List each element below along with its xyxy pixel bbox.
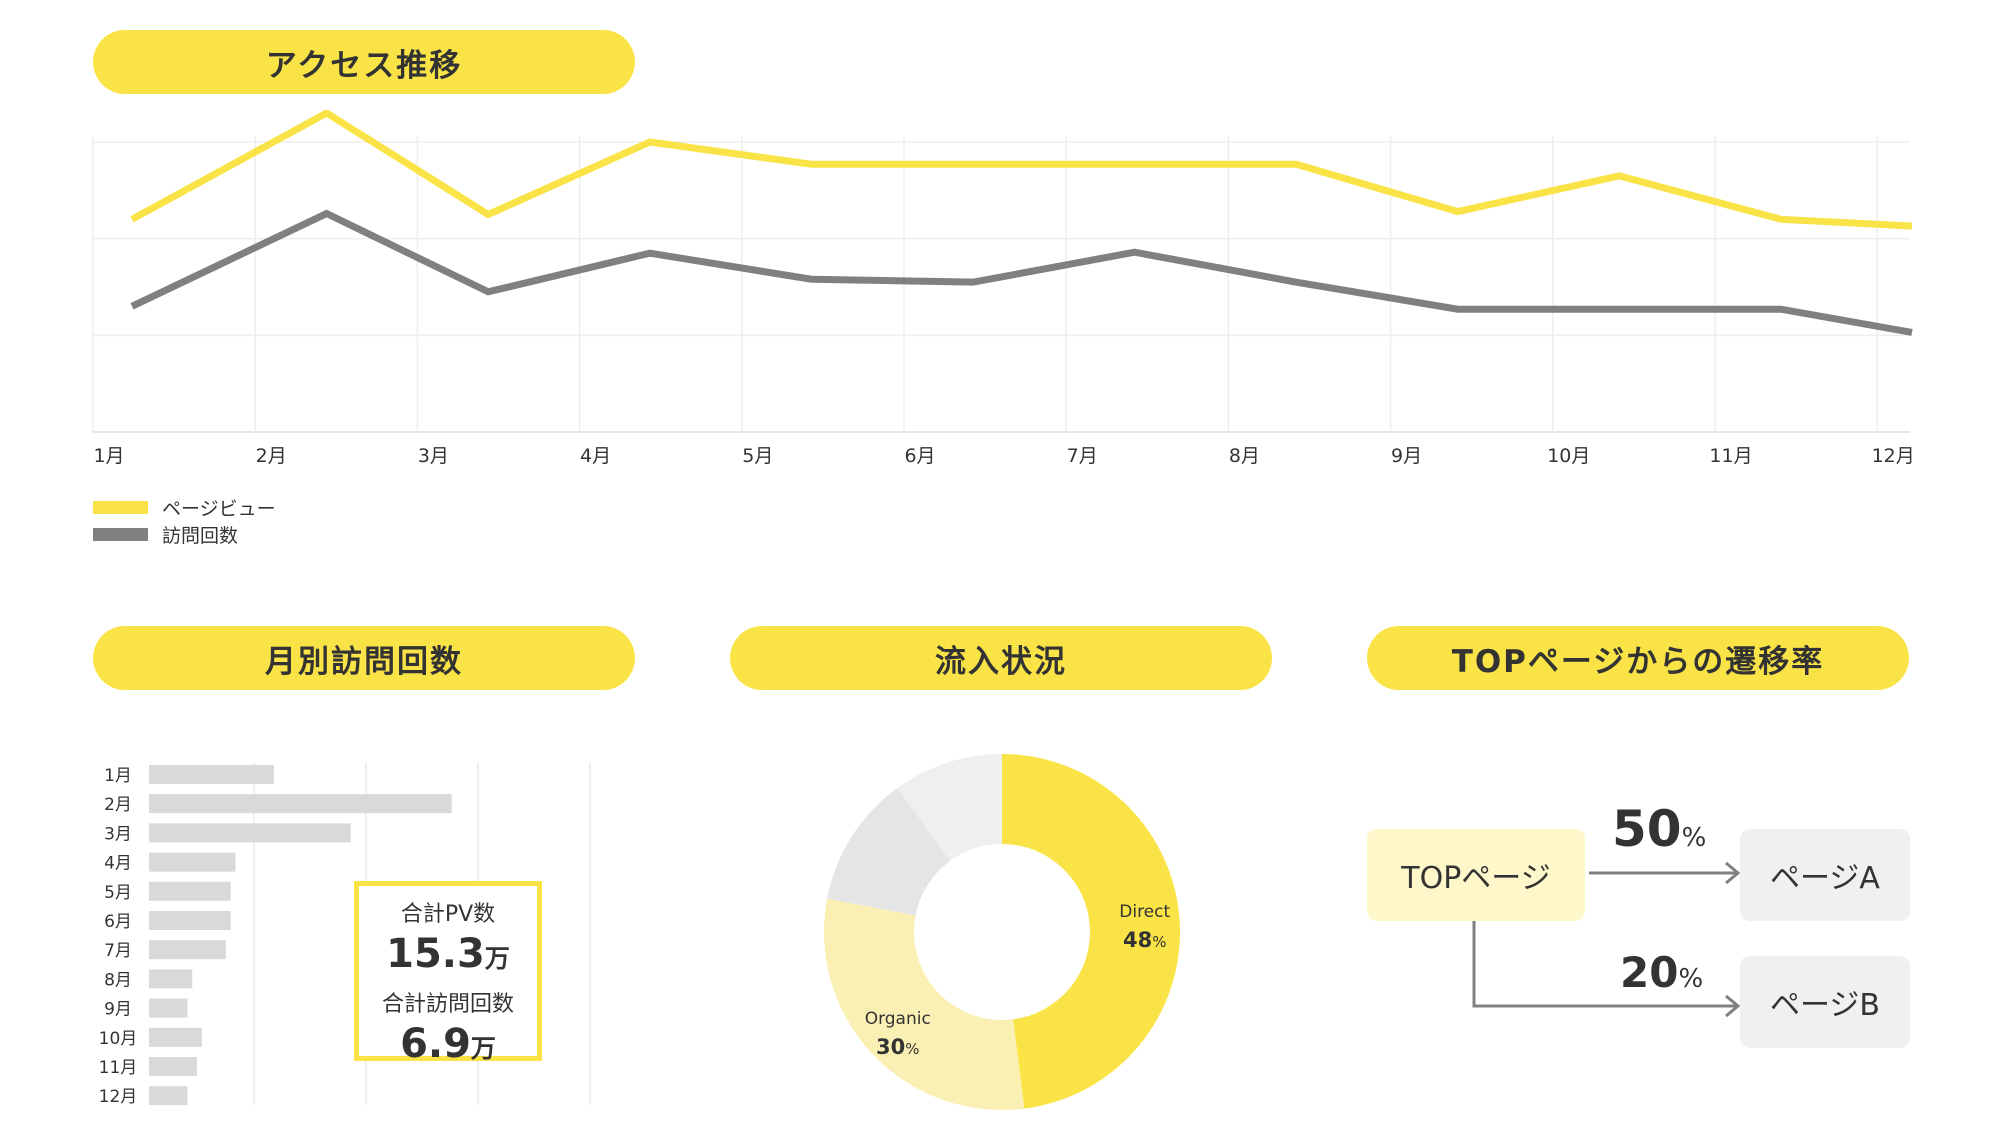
bar-chart-y-tick-label: 5月	[104, 883, 132, 903]
bar-3	[149, 823, 351, 843]
line-chart-x-tick-label: 2月	[256, 445, 287, 467]
section-title-access-trend: アクセス推移	[93, 30, 635, 94]
line-chart-x-tick-label: 11月	[1709, 445, 1752, 467]
legend-swatch-visits	[93, 528, 148, 541]
bar-chart-y-tick-label: 6月	[104, 912, 132, 932]
bar-chart-y-tick-label: 9月	[104, 1000, 132, 1020]
donut-slice-other-2	[827, 787, 951, 916]
bar-chart-y-tick-label: 7月	[104, 941, 132, 961]
bar-chart-y-tick-label: 3月	[104, 824, 132, 844]
line-chart-x-tick-label: 5月	[742, 445, 773, 467]
donut-label-organic: Organic	[865, 1009, 931, 1029]
donut-value-direct: 48%	[1123, 928, 1167, 952]
line-chart-x-tick-label: 6月	[904, 445, 935, 467]
bar-12	[149, 1086, 188, 1106]
bar-chart-y-tick-label: 8月	[104, 970, 132, 990]
bar-7	[149, 940, 226, 960]
donut-label-direct: Direct	[1119, 902, 1170, 922]
node-page-b: ページB	[1740, 956, 1910, 1048]
donut-value-organic: 30%	[876, 1035, 920, 1059]
bar-chart-y-tick-label: 4月	[104, 854, 132, 874]
transition-rate-b: 20%	[1620, 948, 1703, 997]
transition-rate-a: 50%	[1612, 800, 1706, 858]
section-title-traffic-sources: 流入状況	[730, 626, 1272, 690]
total-visits-value: 6.9万	[359, 1022, 537, 1066]
node-top-page: TOPページ	[1367, 829, 1585, 921]
totals-box: 合計PV数 15.3万 合計訪問回数 6.9万	[354, 881, 542, 1066]
bar-8	[149, 969, 193, 989]
line-chart-x-tick-label: 3月	[418, 445, 449, 467]
total-visits-number: 6.9	[400, 1021, 471, 1067]
donut-slice-organic	[824, 898, 1025, 1110]
legend-item-pageview: ページビュー	[93, 494, 276, 521]
bar-9	[149, 998, 188, 1018]
legend-label-visits: 訪問回数	[162, 525, 239, 547]
line-chart-legend: ページビュー 訪問回数	[93, 494, 276, 548]
line-series-pageview	[130, 110, 1913, 230]
line-chart-x-tick-label: 8月	[1229, 445, 1260, 467]
line-chart-x-tick-label: 1月	[93, 445, 124, 467]
total-pv-number: 15.3	[386, 931, 485, 977]
section-title-top-transition: TOPページからの遷移率	[1367, 626, 1909, 690]
line-chart-x-tick-label: 10月	[1547, 445, 1590, 467]
line-series-visits	[130, 209, 1913, 336]
bar-6	[149, 911, 231, 930]
section-title-monthly-visits: 月別訪問回数	[93, 626, 635, 690]
bar-1	[149, 765, 274, 784]
legend-item-visits: 訪問回数	[93, 521, 276, 548]
node-page-a: ページA	[1740, 829, 1910, 921]
bar-chart-y-tick-label: 1月	[104, 766, 132, 786]
donut-slice-direct	[1002, 754, 1181, 1109]
arrowhead-a	[1725, 861, 1741, 885]
legend-label-pageview: ページビュー	[162, 498, 276, 520]
bar-10	[149, 1027, 202, 1047]
line-chart-x-tick-label: 4月	[580, 445, 611, 467]
bar-chart-y-tick-label: 11月	[99, 1058, 138, 1078]
total-pv-unit: 万	[484, 944, 510, 973]
line-chart-x-tick-label: 7月	[1067, 445, 1098, 467]
bar-2	[149, 794, 452, 814]
bar-5	[149, 881, 231, 901]
bar-11	[149, 1057, 198, 1076]
access-line-chart: 1月 2月 3月 4月 5月 6月 7月 8月 9月 10月 11月 12月	[92, 110, 1915, 467]
total-pv-label: 合計PV数	[400, 902, 496, 927]
legend-swatch-pageview	[93, 501, 148, 514]
bar-chart-y-tick-label: 2月	[104, 795, 132, 815]
arrowhead-b	[1725, 994, 1741, 1018]
donut-slice-other-3	[897, 754, 1002, 861]
bar-chart-y-tick-label: 12月	[99, 1087, 138, 1107]
line-chart-x-tick-label: 9月	[1391, 445, 1422, 467]
transition-rate-a-value: 50	[1612, 800, 1682, 858]
transition-rate-b-unit: %	[1678, 964, 1704, 994]
arrow-line-b	[1472, 920, 1738, 1008]
traffic-sources-donut-chart: Direct 48% Organic 30%	[824, 754, 1181, 1110]
transition-rate-b-value: 20	[1620, 948, 1679, 997]
line-chart-x-tick-label: 12月	[1872, 445, 1915, 467]
total-visits-unit: 万	[470, 1034, 496, 1063]
transition-rate-a-unit: %	[1681, 823, 1707, 853]
total-visits-label: 合計訪問回数	[381, 992, 514, 1017]
bar-chart-y-tick-label: 10月	[99, 1029, 138, 1049]
total-pv-value: 15.3万	[359, 932, 537, 976]
bar-4	[149, 852, 236, 872]
